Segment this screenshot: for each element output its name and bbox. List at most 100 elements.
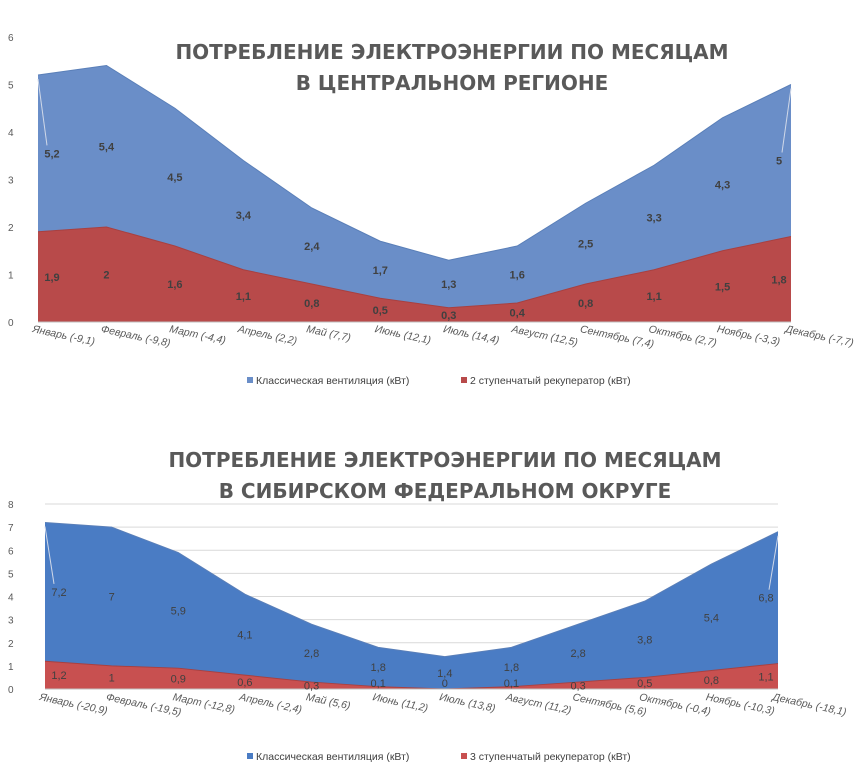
data-label: 0,1 (371, 678, 386, 690)
data-label: 0,4 (510, 308, 526, 320)
y-tick-label: 6 (8, 546, 14, 557)
area-edge-series-2 (44, 660, 779, 690)
x-tick-label: Май (5,6) (305, 691, 352, 712)
x-tick-label: Январь (-9,1) (30, 323, 95, 348)
data-label: 5,4 (704, 612, 719, 624)
area-series-1 (45, 522, 778, 689)
data-label: 1,6 (167, 279, 182, 291)
y-tick-label: 1 (8, 271, 14, 282)
legend-swatch (461, 377, 467, 383)
legend-label: 3 ступенчатый рекуператор (кВт) (470, 751, 631, 763)
y-tick-label: 2 (8, 223, 14, 234)
data-label: 1,1 (758, 671, 773, 683)
data-label: 2,5 (578, 239, 593, 251)
x-tick-label: Март (-4,4) (168, 323, 227, 347)
x-tick-label: Февраль (-19,5) (105, 691, 182, 719)
data-label: 0,5 (637, 678, 652, 690)
data-label: 0,8 (704, 675, 719, 687)
data-label: 7,2 (51, 587, 66, 599)
y-tick-label: 2 (8, 639, 14, 650)
x-tick-label: Июнь (12,1) (374, 323, 432, 347)
data-label: 1,8 (771, 274, 786, 286)
data-label: 1,7 (373, 265, 388, 277)
legend-swatch (461, 753, 467, 759)
data-label: 0,9 (171, 674, 186, 686)
x-tick-label: Январь (-20,9) (37, 691, 108, 717)
chart-title-line: ПОТРЕБЛЕНИЕ ЭЛЕКТРОЭНЕРГИИ ПО МЕСЯЦАМ (175, 40, 728, 64)
data-label: 3,3 (646, 213, 661, 225)
chart-title-line: В ЦЕНТРАЛЬНОМ РЕГИОНЕ (296, 71, 609, 95)
leader-line (781, 88, 792, 153)
y-tick-label: 3 (8, 176, 14, 187)
data-label: 1,2 (51, 670, 66, 682)
data-label: 6,8 (758, 593, 773, 605)
data-label: 1,1 (236, 291, 251, 303)
y-tick-label: 6 (8, 33, 14, 44)
y-tick-label: 5 (8, 569, 14, 580)
data-label: 0,3 (304, 681, 319, 693)
data-label: 1,6 (510, 270, 525, 282)
x-tick-label: Июль (14,4) (442, 323, 500, 347)
data-label: 1,4 (437, 668, 452, 680)
area-edge-series-1 (44, 522, 779, 658)
y-tick-label: 8 (8, 500, 14, 511)
y-tick-label: 3 (8, 616, 14, 627)
x-tick-label: Декабрь (-7,7) (783, 323, 854, 349)
data-label: 5,9 (171, 605, 186, 617)
data-label: 2,8 (570, 648, 585, 660)
data-label: 4,1 (237, 630, 252, 642)
x-tick-label: Ноябрь (-3,3) (716, 323, 781, 348)
leader-line (37, 78, 48, 146)
chart-central-region: ПОТРЕБЛЕНИЕ ЭЛЕКТРОЭНЕРГИИ ПО МЕСЯЦАМ В Ц… (8, 33, 855, 387)
x-tick-label: Май (7,7) (305, 323, 352, 344)
area-series-1 (38, 65, 791, 322)
x-tick-label: Апрель (2,2) (236, 323, 298, 347)
data-label: 2,8 (304, 648, 319, 660)
legend-swatch (247, 753, 253, 759)
y-tick-label: 5 (8, 81, 14, 92)
chart-siberian-district: ПОТРЕБЛЕНИЕ ЭЛЕКТРОЭНЕРГИИ ПО МЕСЯЦАМ В С… (8, 448, 847, 763)
area-edge-series-1 (37, 64, 792, 261)
data-label: 3,4 (236, 210, 252, 222)
data-label: 4,5 (167, 172, 182, 184)
chart-title-line: В СИБИРСКОМ ФЕДЕРАЛЬНОМ ОКРУГЕ (219, 479, 672, 503)
data-label: 5,2 (44, 148, 59, 160)
x-tick-label: Июль (13,8) (438, 691, 496, 715)
data-label: 4,3 (715, 179, 730, 191)
data-label: 0,3 (441, 310, 456, 322)
data-label: 7 (109, 592, 115, 604)
x-tick-label: Декабрь (-18,1) (770, 691, 847, 719)
data-label: 0,6 (237, 677, 252, 689)
data-label: 0,5 (373, 305, 388, 317)
data-label: 1,5 (715, 281, 730, 293)
y-tick-label: 0 (8, 685, 14, 696)
data-label: 0,8 (304, 298, 319, 310)
y-tick-label: 4 (8, 593, 14, 604)
area-series-2 (38, 227, 791, 322)
x-tick-label: Ноябрь (-10,3) (705, 691, 776, 717)
y-tick-label: 7 (8, 523, 14, 534)
data-label: 1,8 (504, 662, 519, 674)
y-tick-label: 4 (8, 128, 14, 139)
data-label: 2,4 (304, 241, 320, 253)
x-tick-label: Сентябрь (7,4) (579, 323, 655, 350)
legend-label: Классическая вентиляция (кВт) (256, 375, 409, 387)
data-label: 5,4 (99, 141, 115, 153)
legend-swatch (247, 377, 253, 383)
data-label: 3,8 (637, 634, 652, 646)
y-tick-label: 0 (8, 318, 14, 329)
data-label: 1 (109, 672, 115, 684)
area-edge-series-2 (37, 226, 792, 309)
data-label: 1,8 (371, 662, 386, 674)
data-label: 0,3 (570, 681, 585, 693)
x-tick-label: Март (-12,8) (172, 691, 236, 716)
area-series-2 (45, 661, 778, 689)
legend-label: 2 ступенчатый рекуператор (кВт) (470, 375, 631, 387)
leader-line (768, 535, 779, 590)
leader-line (44, 526, 55, 584)
x-tick-label: Октябрь (-0,4) (638, 691, 712, 718)
x-tick-label: Февраль (-9,8) (100, 323, 172, 349)
data-label: 1,9 (44, 272, 59, 284)
data-label: 1,1 (646, 291, 661, 303)
